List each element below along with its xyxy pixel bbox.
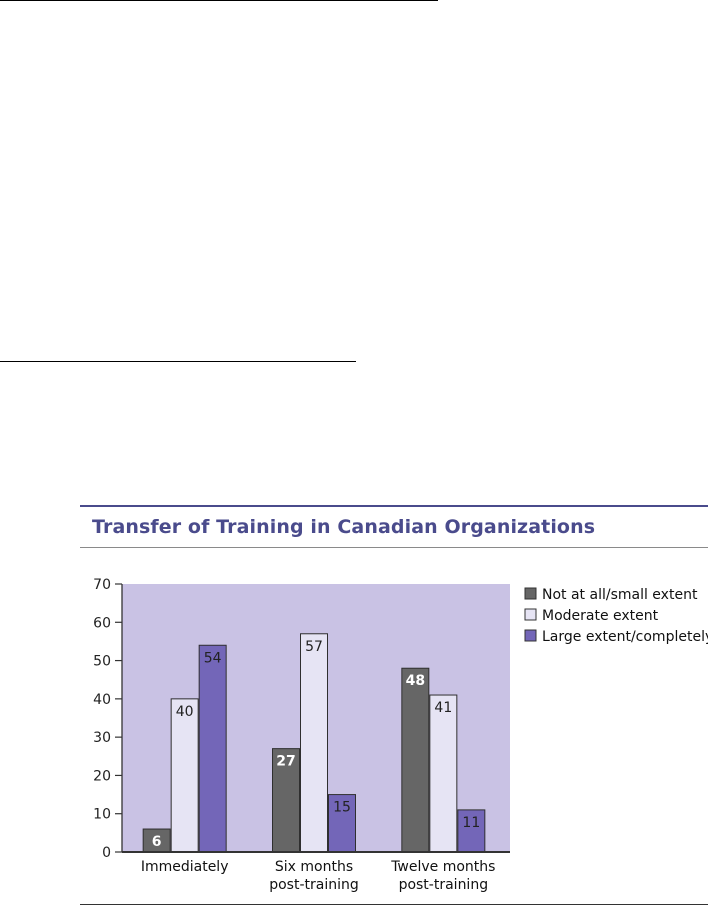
bar	[300, 633, 328, 853]
x-tick-label: Immediately	[141, 859, 229, 875]
y-tick-label: 10	[93, 807, 111, 823]
data-label: 27	[276, 754, 295, 770]
x-tick-label: post-training	[269, 877, 359, 893]
data-label: 40	[176, 704, 194, 720]
bar	[457, 809, 486, 853]
chart-bottom-border	[80, 904, 708, 905]
legend-label: Not at all/small extent	[542, 587, 698, 603]
x-tick-label: Twelve months	[390, 859, 495, 875]
y-tick-label: 60	[93, 615, 111, 631]
bar	[429, 694, 458, 853]
data-label: 15	[333, 800, 351, 816]
bar	[170, 698, 199, 853]
middle-rule	[0, 361, 356, 362]
data-label: 57	[305, 639, 323, 655]
data-label: 41	[434, 700, 452, 716]
legend-label: Large extent/completely	[542, 629, 708, 645]
legend-swatch	[524, 587, 537, 600]
data-label: 11	[462, 815, 480, 831]
x-tick-label: post-training	[399, 877, 489, 893]
data-label: 54	[204, 650, 222, 666]
chart-top-border	[80, 505, 708, 507]
chart-title-divider	[80, 547, 708, 548]
bar	[272, 748, 300, 853]
legend-label: Moderate extent	[542, 608, 659, 624]
legend-swatch	[524, 608, 537, 621]
y-tick-label: 40	[93, 692, 111, 708]
y-tick-label: 70	[93, 577, 111, 593]
bar	[198, 644, 227, 853]
data-label: 48	[406, 673, 425, 689]
bar	[401, 667, 430, 853]
y-tick-label: 20	[93, 768, 111, 784]
chart-title: Transfer of Training in Canadian Organiz…	[92, 516, 596, 538]
top-rule	[0, 0, 438, 1]
y-tick-label: 30	[93, 730, 111, 746]
y-tick-label: 0	[102, 845, 111, 861]
bar	[328, 794, 356, 853]
y-tick-label: 50	[93, 654, 111, 670]
data-label: 6	[152, 834, 162, 850]
legend-swatch	[524, 629, 537, 642]
x-tick-label: Six months	[275, 859, 353, 875]
